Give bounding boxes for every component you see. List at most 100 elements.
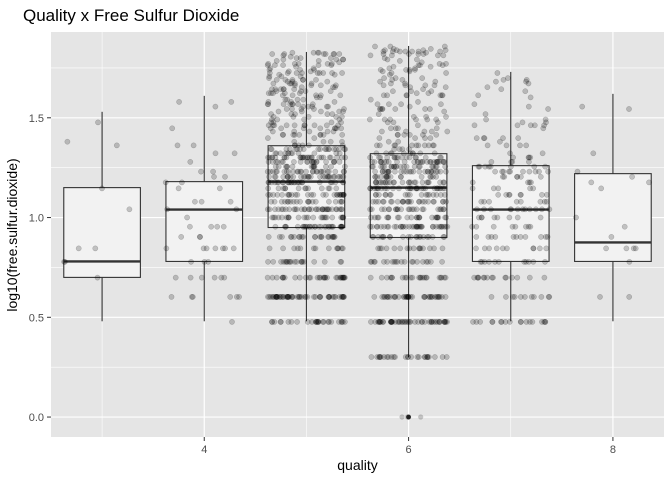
data-point	[174, 142, 181, 149]
data-point	[428, 319, 435, 325]
data-point	[590, 150, 597, 157]
data-point	[422, 294, 428, 300]
data-point	[372, 319, 379, 325]
data-point	[297, 294, 303, 300]
data-point	[291, 60, 298, 67]
data-point	[443, 354, 450, 360]
data-point	[372, 168, 378, 175]
data-point	[280, 258, 287, 265]
data-point	[314, 70, 321, 76]
data-point	[390, 294, 397, 300]
data-point	[375, 319, 382, 325]
data-point	[523, 319, 530, 325]
data-point	[379, 168, 386, 175]
data-point	[398, 154, 405, 161]
data-point	[313, 159, 320, 165]
data-point	[514, 206, 521, 213]
data-point	[339, 198, 345, 205]
data-point	[441, 319, 448, 325]
data-point	[275, 214, 282, 221]
data-point	[413, 206, 420, 213]
data-point	[329, 60, 335, 67]
data-point	[530, 258, 537, 265]
data-point	[284, 173, 291, 180]
data-point	[502, 319, 509, 325]
box-iqr	[369, 153, 448, 239]
data-point	[521, 258, 528, 265]
data-point	[473, 319, 480, 325]
data-point	[481, 135, 488, 141]
data-point	[427, 294, 433, 300]
data-point	[416, 198, 422, 205]
data-point	[388, 163, 395, 170]
data-point	[421, 128, 428, 135]
data-point	[380, 234, 386, 240]
data-point	[506, 191, 512, 198]
data-point	[381, 75, 387, 81]
data-point	[504, 245, 510, 252]
data-point	[518, 191, 524, 198]
data-point	[329, 179, 335, 186]
data-point	[416, 214, 423, 221]
data-point	[532, 168, 539, 175]
data-point	[394, 258, 401, 265]
data-point	[387, 294, 393, 300]
data-point	[338, 173, 345, 180]
box-iqr	[267, 145, 346, 229]
data-point	[297, 146, 304, 153]
data-point	[290, 173, 297, 180]
data-point	[305, 185, 312, 192]
data-point	[441, 319, 448, 325]
data-point	[309, 103, 316, 110]
data-point	[391, 245, 398, 252]
data-point	[280, 294, 286, 300]
data-point	[341, 106, 347, 112]
data-point	[335, 122, 341, 129]
data-point	[392, 354, 398, 360]
data-point	[295, 142, 302, 149]
data-point	[436, 223, 442, 230]
data-point	[415, 223, 421, 230]
data-point	[324, 78, 331, 85]
data-point	[295, 150, 302, 157]
data-point	[434, 214, 440, 221]
data-point	[400, 198, 407, 205]
data-point	[325, 234, 331, 240]
data-point	[526, 319, 533, 325]
data-point	[273, 150, 280, 157]
data-point	[326, 198, 332, 205]
data-point	[279, 131, 286, 138]
data-point	[269, 154, 275, 161]
x-tick-label: 8	[610, 444, 616, 456]
data-point	[328, 223, 335, 230]
data-point	[373, 185, 380, 192]
data-point	[304, 294, 311, 300]
data-point	[523, 78, 529, 85]
data-point	[320, 319, 327, 325]
data-point	[304, 223, 311, 230]
data-point	[486, 163, 492, 170]
data-point	[492, 258, 498, 265]
data-point	[407, 185, 413, 192]
data-point	[342, 319, 348, 325]
data-point	[291, 159, 297, 165]
data-point	[328, 55, 334, 61]
data-point	[409, 223, 415, 230]
data-point	[290, 131, 297, 138]
data-point	[433, 125, 440, 132]
data-point	[289, 78, 296, 85]
data-point	[525, 103, 532, 110]
data-point	[542, 163, 549, 170]
data-point	[266, 245, 273, 252]
data-point	[320, 274, 327, 281]
data-point	[384, 56, 391, 63]
data-point	[197, 234, 203, 240]
data-point	[536, 168, 542, 175]
data-point	[331, 51, 338, 57]
data-point	[437, 185, 444, 192]
data-point	[488, 234, 495, 240]
data-point	[341, 168, 348, 175]
data-point	[331, 71, 338, 78]
data-point	[291, 179, 298, 186]
data-point	[309, 198, 316, 205]
